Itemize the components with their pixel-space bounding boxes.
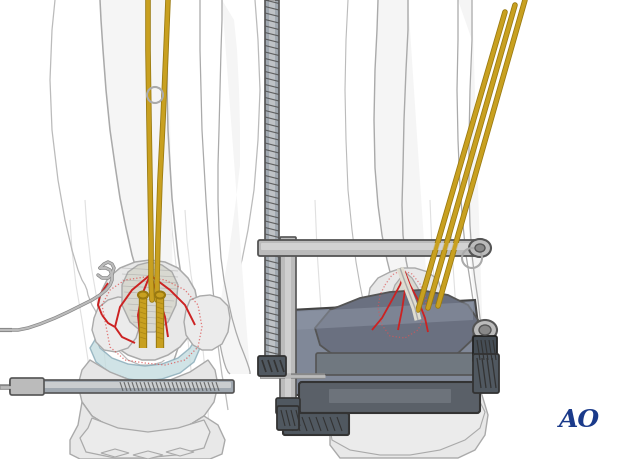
Polygon shape [100,0,174,360]
Polygon shape [374,0,431,348]
Ellipse shape [155,291,165,298]
Polygon shape [315,290,478,370]
Polygon shape [330,398,485,455]
Polygon shape [78,360,218,434]
FancyBboxPatch shape [473,336,497,362]
Polygon shape [122,262,178,332]
Polygon shape [133,451,163,459]
Polygon shape [166,448,194,456]
Polygon shape [200,0,250,374]
Polygon shape [70,402,225,459]
FancyBboxPatch shape [316,353,485,375]
Polygon shape [90,338,200,381]
FancyBboxPatch shape [10,378,44,395]
FancyBboxPatch shape [269,0,275,370]
FancyBboxPatch shape [277,406,299,430]
Polygon shape [348,330,462,400]
Polygon shape [184,295,230,350]
FancyBboxPatch shape [13,382,231,388]
FancyBboxPatch shape [280,237,296,409]
FancyBboxPatch shape [473,354,499,393]
Polygon shape [101,449,129,457]
FancyBboxPatch shape [285,240,291,406]
FancyBboxPatch shape [299,382,480,413]
FancyBboxPatch shape [283,413,349,435]
Ellipse shape [138,291,148,298]
Polygon shape [98,260,198,360]
Ellipse shape [473,320,497,340]
Polygon shape [80,418,210,458]
FancyBboxPatch shape [10,380,234,393]
Polygon shape [360,318,445,352]
Polygon shape [92,297,140,352]
FancyBboxPatch shape [265,0,279,370]
Polygon shape [458,0,483,345]
Polygon shape [388,272,422,340]
Polygon shape [285,300,482,395]
Polygon shape [368,268,442,330]
FancyBboxPatch shape [258,356,286,376]
Polygon shape [292,302,473,330]
FancyBboxPatch shape [261,243,477,250]
FancyBboxPatch shape [258,240,480,256]
Ellipse shape [469,239,491,257]
Polygon shape [330,362,488,458]
FancyBboxPatch shape [329,389,451,403]
Ellipse shape [479,325,491,335]
Text: AO: AO [559,408,601,432]
Ellipse shape [475,244,485,252]
FancyBboxPatch shape [276,398,300,414]
